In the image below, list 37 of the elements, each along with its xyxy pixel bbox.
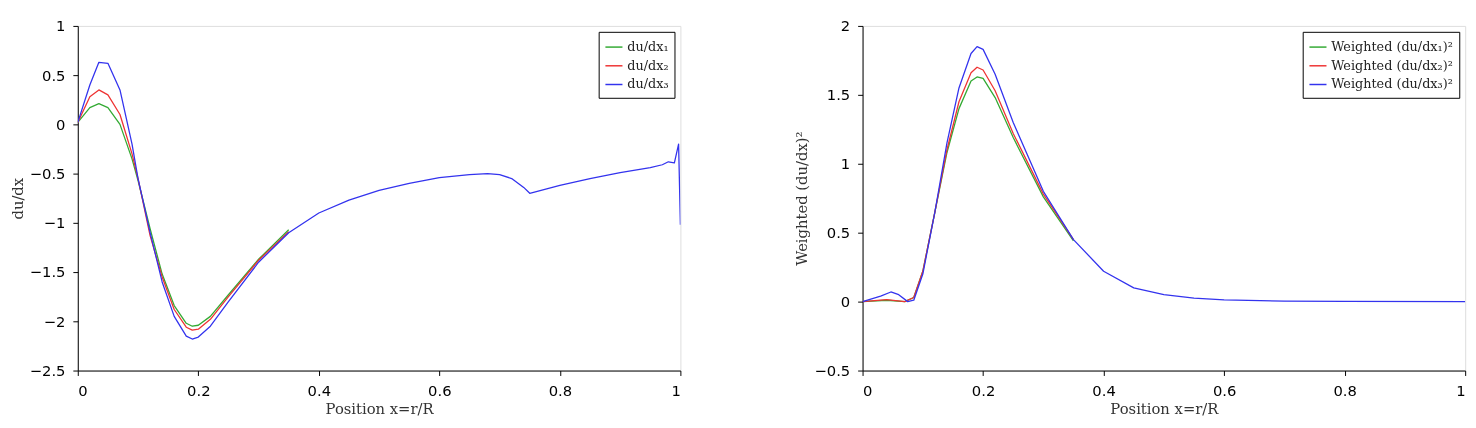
x-tick-label: 0.2 — [187, 381, 211, 399]
x-tick-label: 0 — [863, 381, 873, 399]
x-tick-label: 0 — [78, 381, 88, 399]
y-tick-label: 0 — [56, 115, 66, 133]
y-tick-label: 0.5 — [826, 224, 851, 242]
y-tick-label: −0.5 — [814, 361, 851, 379]
legend-label: Weighted (du/dx₂)² — [1331, 57, 1453, 73]
x-tick-label: 1 — [671, 381, 681, 399]
x-tick-label: 0.6 — [1212, 381, 1237, 399]
x-tick-label: 0.4 — [307, 381, 332, 399]
y-tick-label: −2.5 — [29, 361, 66, 379]
y-tick-label: −1 — [43, 214, 66, 232]
y-tick-label: −1.5 — [29, 263, 66, 281]
y-tick-label: 2 — [840, 17, 851, 35]
x-tick-label: 0.2 — [971, 381, 996, 399]
y-axis-title: du/dx — [8, 177, 26, 220]
x-tick-label: 0.8 — [548, 381, 573, 399]
y-tick-label: −0.5 — [29, 165, 66, 183]
x-tick-label: 1 — [1456, 381, 1466, 399]
x-tick-label: 0.4 — [1092, 381, 1116, 399]
y-tick-label: 0.5 — [42, 66, 66, 84]
y-tick-label: 1.5 — [826, 86, 851, 104]
y-tick-label: 1 — [56, 17, 66, 35]
legend-label: du/dx₁ — [627, 39, 669, 55]
line-series — [77, 61, 681, 340]
y-tick-label: 1 — [840, 155, 851, 173]
legend-label: du/dx₂ — [627, 57, 669, 73]
y-tick-label: −2 — [43, 312, 66, 330]
y-tick-label: 0 — [840, 293, 851, 311]
legend-label: du/dx₃ — [627, 76, 669, 92]
x-tick-label: 0.8 — [1333, 381, 1357, 399]
legend-label: Weighted (du/dx₁)² — [1331, 39, 1453, 55]
legend-label: Weighted (du/dx₃)² — [1331, 76, 1453, 92]
x-axis-title: Position x=r/R — [325, 400, 435, 418]
x-axis-title: Position x=r/R — [1110, 400, 1220, 418]
x-tick-label: 0.6 — [428, 381, 452, 399]
y-axis-title: Weighted (du/dx)² — [793, 131, 811, 266]
